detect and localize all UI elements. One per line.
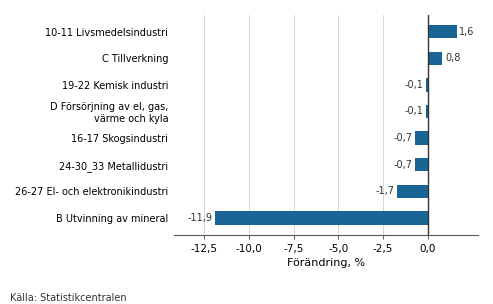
X-axis label: Förändring, %: Förändring, %: [287, 258, 365, 268]
Bar: [428, 52, 442, 65]
Text: -0,7: -0,7: [394, 160, 413, 170]
Bar: [215, 211, 428, 225]
Text: -11,9: -11,9: [187, 213, 212, 223]
Text: -0,7: -0,7: [394, 133, 413, 143]
Bar: [397, 185, 428, 198]
Text: 0,8: 0,8: [445, 53, 460, 63]
Bar: [426, 78, 428, 92]
Bar: [416, 158, 428, 171]
Bar: [416, 131, 428, 145]
Text: 1,6: 1,6: [459, 27, 475, 36]
Text: Källa: Statistikcentralen: Källa: Statistikcentralen: [10, 293, 127, 303]
Text: -0,1: -0,1: [405, 106, 423, 116]
Bar: [426, 105, 428, 118]
Text: -0,1: -0,1: [405, 80, 423, 90]
Bar: [428, 25, 457, 38]
Text: -1,7: -1,7: [376, 186, 395, 196]
